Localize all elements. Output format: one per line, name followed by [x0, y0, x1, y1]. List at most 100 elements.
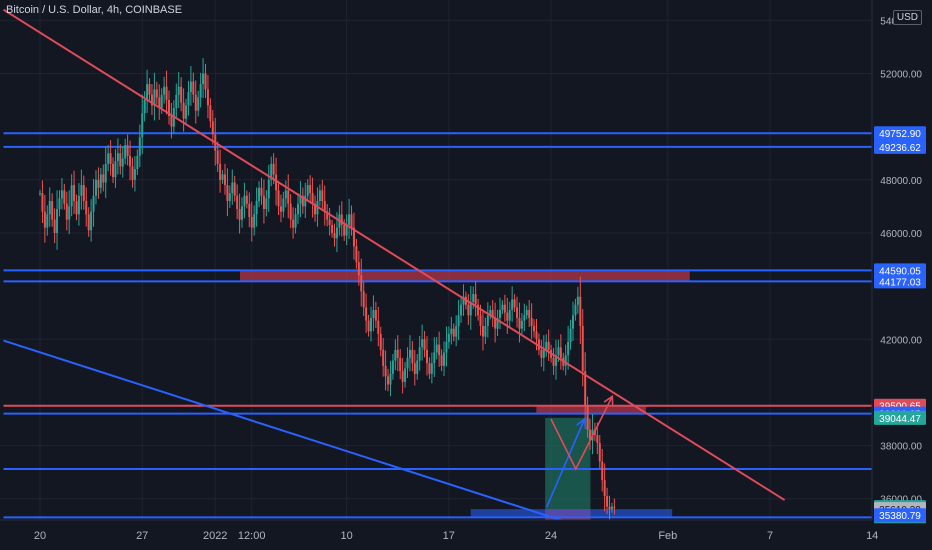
candle-body: [82, 185, 85, 202]
candle-body: [165, 86, 168, 101]
candle-body: [90, 211, 93, 231]
candle-body: [537, 339, 540, 350]
price-tag-box: [874, 274, 926, 289]
candle-body: [180, 86, 183, 103]
price-tick-label: 42000.00: [880, 335, 922, 346]
time-tick-label: 17: [443, 530, 455, 542]
candle-body: [223, 174, 226, 186]
candle-body: [545, 341, 548, 350]
zones: [240, 270, 690, 523]
candle-body: [506, 312, 509, 321]
arrows: [545, 394, 614, 508]
candle-body: [391, 360, 394, 374]
candle-body: [279, 206, 282, 212]
candle-body: [209, 105, 212, 122]
candle-body: [557, 347, 560, 356]
candle-body: [484, 325, 487, 337]
time-tick-label: 20: [34, 530, 46, 542]
candle-body: [567, 341, 570, 356]
candle-body: [491, 310, 494, 318]
candle-body: [233, 182, 236, 196]
candle-body: [559, 347, 562, 358]
candle-body: [450, 328, 453, 334]
price-tick-label: 52000.00: [880, 69, 922, 80]
symbol-title[interactable]: Bitcoin / U.S. Dollar, 4h, COINBASE: [6, 4, 183, 16]
candle-body: [542, 349, 545, 358]
candle-body: [440, 355, 443, 366]
candle-body: [452, 328, 455, 337]
candle-body: [143, 100, 146, 114]
candle-body: [379, 333, 382, 350]
candle-body: [343, 224, 346, 236]
candle-body: [272, 163, 275, 175]
grid: [0, 0, 873, 520]
candle-body: [408, 349, 411, 358]
candle-body: [362, 291, 365, 308]
candle-body: [525, 310, 528, 316]
price-tick-label: 48000.00: [880, 176, 922, 187]
candle-body: [603, 480, 606, 497]
candle-body: [177, 86, 180, 95]
candle-body: [131, 166, 134, 180]
candle-body: [335, 227, 338, 239]
candle-body: [530, 318, 533, 326]
candle-body: [216, 150, 219, 164]
candle-body: [97, 179, 100, 188]
candle-body: [150, 94, 153, 106]
candle-body: [289, 203, 292, 220]
candle-body: [533, 325, 536, 332]
price-tag-box: [874, 126, 926, 141]
candle-body: [377, 320, 380, 334]
time-axis-panel[interactable]: [0, 520, 932, 550]
price-tag-label: 35380.79: [879, 511, 921, 522]
candle-body: [606, 496, 609, 507]
candle-body: [596, 434, 599, 443]
candle-body: [384, 365, 387, 377]
candle-body: [579, 296, 582, 326]
candle-body: [345, 224, 348, 236]
candle-body: [576, 296, 579, 305]
price-axis-panel[interactable]: [872, 0, 932, 520]
time-tick-label: 14: [866, 530, 878, 542]
candle-body: [219, 163, 222, 180]
trend-lines: [2, 8, 786, 525]
candle-body: [401, 371, 404, 382]
candle-body: [520, 320, 523, 329]
candle-body: [326, 211, 329, 220]
candle-body: [109, 153, 112, 164]
candle-body: [170, 116, 173, 127]
candle-body: [474, 294, 477, 305]
candle-body: [513, 299, 516, 308]
candle-body: [469, 302, 472, 316]
candle-body: [121, 158, 124, 167]
candle-body: [304, 195, 307, 207]
candle-body: [501, 304, 504, 311]
arrow-path-blue: [545, 418, 586, 508]
candle-body: [462, 296, 465, 305]
price-tick-label: 46000.00: [880, 229, 922, 240]
candle-body: [77, 195, 80, 215]
candle-body: [428, 363, 431, 374]
candle-body: [387, 376, 390, 385]
candle-body: [187, 92, 190, 106]
candle-body: [586, 405, 589, 430]
candle-body: [394, 349, 397, 361]
candle-body: [292, 219, 295, 228]
candle-body: [496, 318, 499, 329]
candle-body: [365, 307, 368, 321]
price-tag-label: 44590.05: [879, 266, 921, 277]
arrow-path-red: [550, 396, 614, 471]
currency-badge[interactable]: USD: [892, 10, 922, 25]
candle-body: [206, 89, 209, 106]
candle-body: [369, 318, 372, 332]
candle-body: [296, 203, 299, 215]
candle-body: [243, 195, 246, 207]
time-tick-label: Feb: [658, 530, 677, 542]
time-tick-label: 27: [136, 530, 148, 542]
candle-body: [374, 310, 377, 321]
zone-blue: [470, 509, 673, 518]
candle-body: [102, 174, 105, 183]
trend-line-red: [2, 8, 786, 501]
candle-body: [610, 506, 613, 510]
